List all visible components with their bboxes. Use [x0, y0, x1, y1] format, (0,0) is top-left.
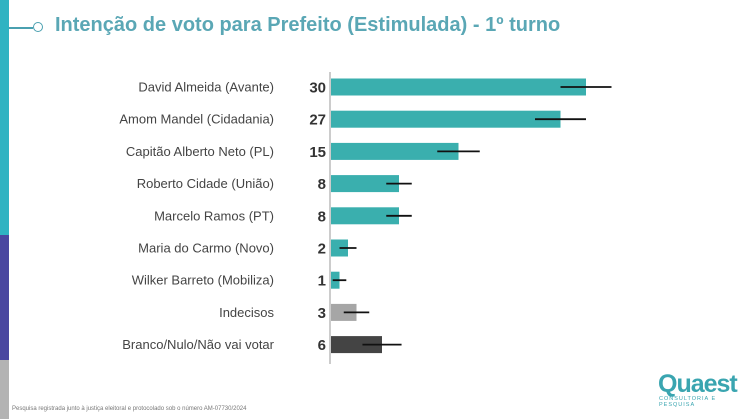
chart-title: Intenção de voto para Prefeito (Estimula…	[55, 14, 561, 36]
category-label: Marcelo Ramos (PT)	[154, 208, 274, 223]
bar	[331, 110, 561, 128]
category-label: Branco/Nulo/Não vai votar	[122, 337, 274, 352]
value-label: 15	[309, 144, 326, 161]
category-label: David Almeida (Avante)	[138, 80, 274, 95]
value-label: 8	[318, 176, 326, 193]
title-bullet-circle	[33, 22, 43, 32]
bar	[331, 78, 586, 96]
bar	[331, 336, 382, 354]
title-connector-line	[9, 27, 33, 29]
accent-strip-bottom	[0, 360, 9, 419]
footnote: Pesquisa registrada junto à justiça elei…	[12, 406, 247, 412]
value-label: 3	[318, 305, 326, 322]
category-label: Indecisos	[219, 305, 274, 320]
accent-strip-top	[0, 0, 9, 235]
value-label: 8	[318, 208, 326, 225]
category-label: Maria do Carmo (Novo)	[138, 241, 274, 256]
category-label: Roberto Cidade (União)	[137, 176, 274, 191]
value-label: 6	[318, 337, 326, 354]
quaest-logo-tagline: CONSULTORIA E PESQUISA	[659, 396, 717, 408]
bar	[331, 207, 399, 225]
bar	[331, 175, 399, 193]
category-label: Wilker Barreto (Mobiliza)	[132, 273, 274, 288]
value-label: 1	[318, 273, 326, 290]
category-label: Capitão Alberto Neto (PL)	[126, 144, 274, 159]
quaest-logo: Quaest	[658, 370, 738, 398]
value-label: 27	[309, 112, 326, 129]
accent-strip-middle	[0, 235, 9, 360]
value-label: 30	[309, 80, 326, 97]
bar	[331, 142, 459, 160]
value-label: 2	[318, 241, 326, 258]
category-label: Amom Mandel (Cidadania)	[119, 112, 274, 127]
